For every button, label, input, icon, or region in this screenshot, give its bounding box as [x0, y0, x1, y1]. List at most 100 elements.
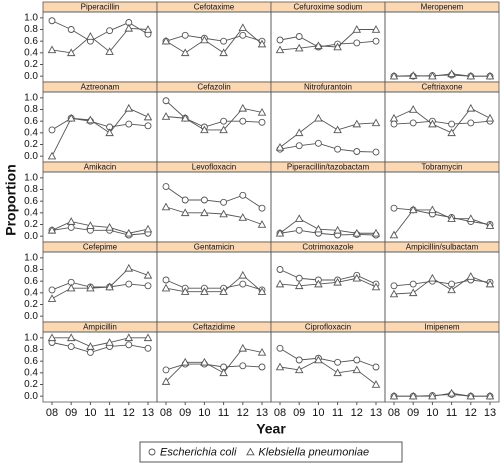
- data-point: [428, 119, 437, 128]
- data-point: [333, 277, 342, 286]
- data-point: [180, 357, 190, 366]
- y-tick-label: 0.2: [24, 139, 38, 150]
- data-point: [220, 117, 228, 125]
- data-point: [239, 191, 247, 199]
- y-tick-label: 0.4: [24, 47, 38, 58]
- data-point: [47, 151, 57, 160]
- data-point: [161, 112, 171, 120]
- y-tick-label: 0.6: [24, 276, 38, 287]
- data-point: [408, 105, 418, 113]
- y-tick-label: 1.0: [24, 12, 38, 23]
- data-point: [48, 126, 56, 134]
- data-point: [447, 214, 456, 222]
- series-line: [393, 209, 491, 236]
- panel-frame: [42, 11, 158, 83]
- data-point: [333, 225, 342, 234]
- data-point: [124, 23, 134, 32]
- data-point: [238, 23, 248, 31]
- panel-title: Ceftriaxone: [422, 83, 463, 92]
- data-point: [105, 47, 114, 55]
- data-point: [86, 32, 95, 40]
- data-point: [257, 107, 267, 116]
- data-point: [180, 113, 190, 122]
- x-tick-label: 08: [388, 407, 400, 419]
- panel-title: Piperacillin: [81, 3, 120, 12]
- y-tick-label: 1.0: [24, 252, 38, 263]
- series-line: [279, 36, 377, 48]
- data-point: [371, 380, 381, 388]
- data-point: [257, 347, 267, 356]
- data-point: [143, 25, 153, 33]
- data-point: [105, 128, 114, 137]
- x-tick-label: 12: [237, 407, 249, 419]
- data-point: [275, 362, 285, 371]
- y-tick-label: 1.0: [24, 172, 38, 183]
- data-point: [106, 27, 114, 35]
- series-line: [279, 359, 377, 385]
- data-point: [125, 280, 133, 288]
- y-tick-label: 0.2: [24, 299, 38, 310]
- data-point: [390, 282, 398, 290]
- panel-frame: [384, 331, 500, 403]
- y-tick-label: 0.6: [24, 196, 38, 207]
- panel-frame: [270, 331, 386, 403]
- data-point: [352, 273, 362, 282]
- data-point: [239, 362, 247, 370]
- data-point: [238, 213, 248, 221]
- series-line: [165, 107, 263, 131]
- data-point: [333, 42, 342, 51]
- series-line: [165, 206, 263, 225]
- series-line: [51, 342, 149, 353]
- series-line: [52, 337, 148, 348]
- data-point: [124, 333, 134, 342]
- panel-title: Cefotaxime: [194, 3, 235, 12]
- y-tick-label: 0.0: [24, 391, 38, 402]
- data-point: [200, 287, 209, 295]
- data-point: [143, 270, 153, 279]
- x-tick-label: 12: [465, 407, 477, 419]
- panel-title: Tobramycin: [422, 163, 463, 172]
- data-point: [295, 142, 303, 150]
- series-line: [393, 275, 491, 295]
- data-point: [86, 342, 95, 350]
- data-point: [67, 26, 75, 33]
- y-tick-label: 0.8: [24, 264, 38, 275]
- panel-frame: [42, 91, 158, 163]
- data-point: [295, 274, 303, 282]
- data-point: [447, 128, 456, 137]
- series-line: [51, 281, 149, 291]
- data-point: [180, 287, 190, 295]
- data-point: [47, 225, 57, 234]
- panel-frame: [384, 251, 500, 323]
- data-point: [466, 272, 476, 280]
- data-point: [162, 97, 170, 105]
- data-point: [447, 285, 456, 294]
- data-point: [144, 122, 152, 130]
- panel-title: Ciprofloxacin: [305, 323, 351, 332]
- series-line: [165, 27, 263, 54]
- data-point: [389, 391, 399, 400]
- data-point: [295, 33, 303, 40]
- data-point: [257, 39, 267, 48]
- data-point: [276, 36, 284, 44]
- x-tick-label: 08: [46, 407, 58, 419]
- data-point: [314, 113, 323, 122]
- data-point: [294, 43, 304, 52]
- data-point: [390, 120, 398, 128]
- data-point: [294, 128, 304, 137]
- data-point: [389, 230, 399, 239]
- data-point: [353, 39, 361, 47]
- y-tick-label: 1.0: [24, 92, 38, 103]
- data-point: [239, 280, 247, 288]
- series-line: [51, 226, 149, 236]
- x-axis-label: Year: [256, 421, 286, 437]
- data-point: [447, 69, 456, 78]
- data-point: [67, 223, 75, 231]
- data-point: [66, 113, 76, 122]
- y-tick-label: 0.4: [24, 127, 38, 138]
- x-tick-label: 13: [370, 407, 382, 419]
- data-point: [371, 282, 381, 291]
- data-point: [162, 183, 170, 191]
- panel-title: Aztreonam: [81, 83, 120, 92]
- data-point: [352, 25, 362, 33]
